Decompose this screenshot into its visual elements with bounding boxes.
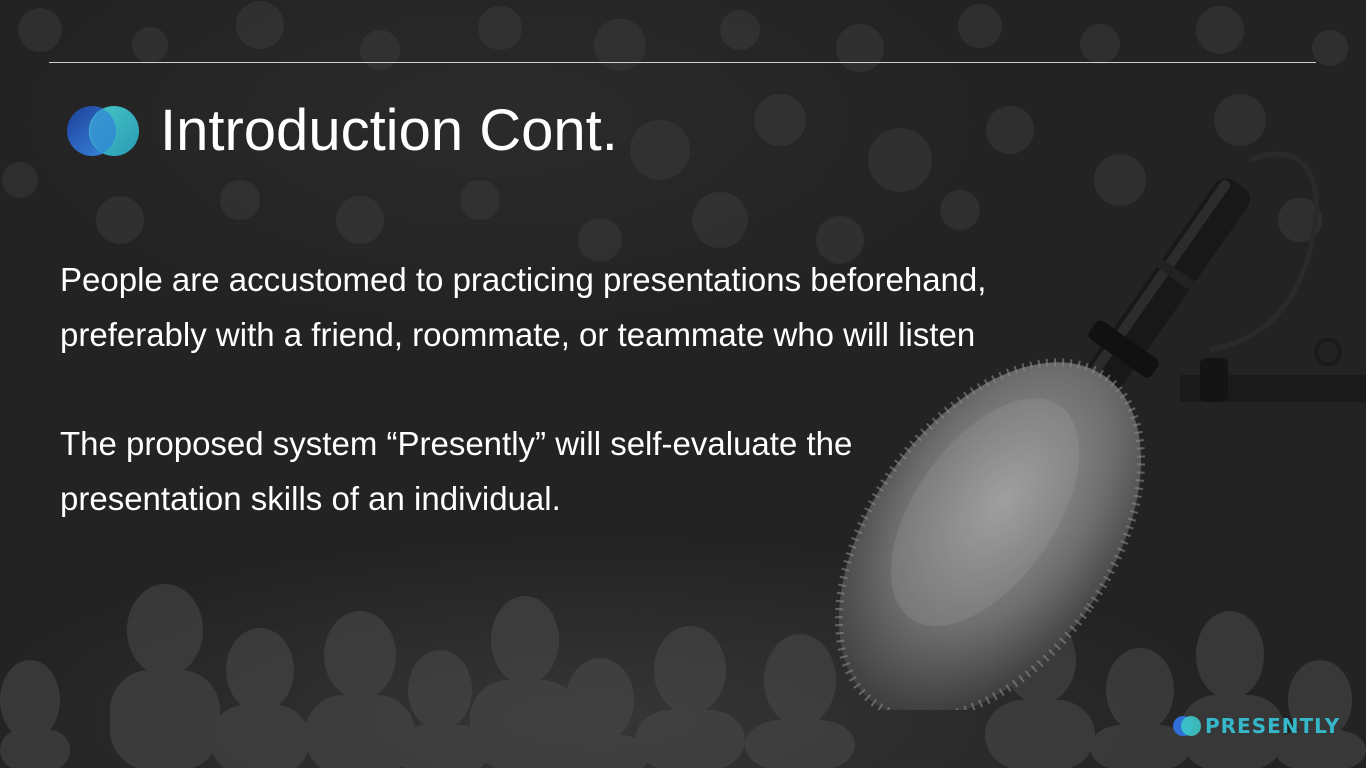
brand-name: PRESENTLY <box>1205 714 1341 738</box>
presently-logo-icon <box>1173 716 1201 736</box>
presently-logo-icon <box>67 106 139 156</box>
title-row: Introduction Cont. <box>66 96 618 166</box>
microphone-image <box>834 151 1366 710</box>
body-text: People are accustomed to practicing pres… <box>60 252 1060 526</box>
top-divider <box>49 62 1316 63</box>
paragraph-proposal: The proposed system “Presently” will sel… <box>60 425 853 517</box>
slide-title: Introduction Cont. <box>160 98 618 163</box>
paragraph-intro: People are accustomed to practicing pres… <box>60 261 987 353</box>
brand-footer: PRESENTLY <box>1172 712 1340 740</box>
